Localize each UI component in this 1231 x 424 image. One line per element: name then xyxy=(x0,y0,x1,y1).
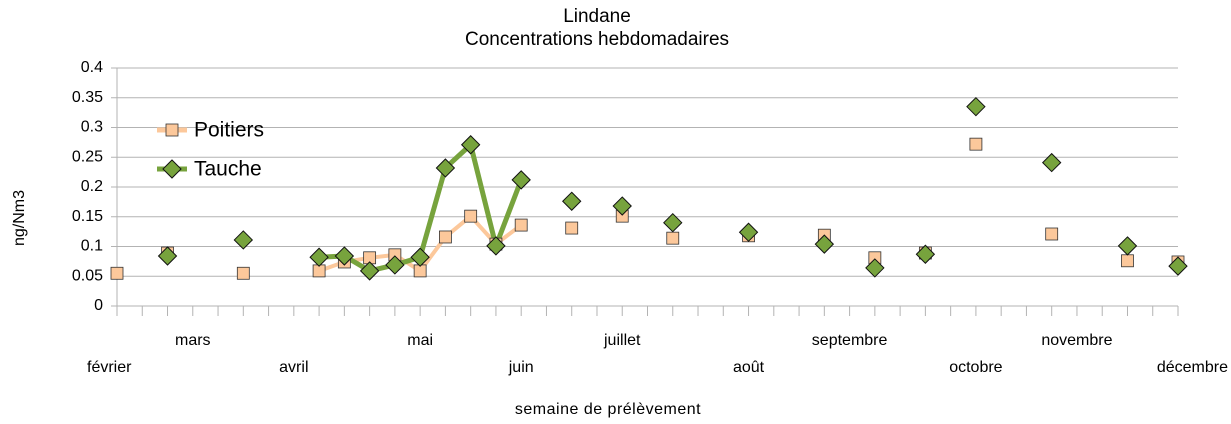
data-point xyxy=(334,246,355,266)
data-point xyxy=(157,246,178,266)
data-point xyxy=(1117,236,1138,256)
x-axis-label: semaine de prélèvement xyxy=(515,401,701,418)
data-point xyxy=(439,230,452,244)
data-point xyxy=(915,244,936,264)
x-tick-label: décembre xyxy=(1157,359,1228,376)
x-tick-label: mai xyxy=(407,332,433,349)
data-point xyxy=(865,258,885,278)
data-point xyxy=(966,96,986,117)
data-point xyxy=(1121,254,1134,268)
x-tick-label: juillet xyxy=(603,332,641,349)
legend-marker xyxy=(165,123,179,137)
data-point xyxy=(562,191,582,211)
data-point xyxy=(738,222,759,242)
x-tick-label: août xyxy=(733,359,765,376)
y-tick-label: 0.25 xyxy=(72,148,103,165)
x-tick-label: avril xyxy=(279,359,308,376)
y-tick-label: 0.4 xyxy=(81,59,103,76)
y-tick-label: 0.1 xyxy=(81,238,103,255)
data-point xyxy=(565,221,579,235)
data-point xyxy=(514,218,528,232)
y-tick-label: 0.15 xyxy=(72,208,103,225)
x-tick-label: novembre xyxy=(1041,332,1112,349)
data-point xyxy=(309,247,329,267)
data-point xyxy=(486,236,506,256)
data-point xyxy=(236,266,250,280)
data-point xyxy=(1041,152,1062,173)
data-point xyxy=(969,137,983,151)
legend-label: Tauche xyxy=(194,158,262,181)
data-point xyxy=(612,196,632,216)
y-tick-label: 0.2 xyxy=(81,178,103,195)
y-tick-label: 0 xyxy=(94,297,103,314)
x-tick-label: octobre xyxy=(949,359,1002,376)
data-point xyxy=(814,234,835,254)
y-axis-label: ng/Nm3 xyxy=(11,190,28,246)
data-point xyxy=(666,231,680,245)
data-point xyxy=(663,212,683,233)
x-tick-label: juin xyxy=(508,359,534,376)
x-tick-label: mars xyxy=(175,332,211,349)
data-point xyxy=(233,230,254,250)
y-tick-label: 0.35 xyxy=(72,89,103,106)
data-point xyxy=(359,261,380,281)
data-point xyxy=(1168,256,1188,276)
chart-title: Lindane xyxy=(563,6,631,27)
data-point xyxy=(435,158,456,178)
data-point xyxy=(464,209,478,223)
data-point xyxy=(110,266,124,280)
data-point xyxy=(410,247,430,267)
data-point xyxy=(460,135,481,155)
data-point xyxy=(385,255,405,275)
legend-marker xyxy=(162,159,182,179)
y-tick-label: 0.05 xyxy=(72,267,103,284)
data-point xyxy=(1045,227,1059,241)
x-tick-label: septembre xyxy=(812,332,888,349)
y-tick-label: 0.3 xyxy=(81,119,103,136)
chart-subtitle: Concentrations hebdomadaires xyxy=(465,29,729,50)
legend-label: Poitiers xyxy=(194,119,264,142)
data-point xyxy=(511,170,531,190)
x-tick-label: février xyxy=(87,359,132,376)
